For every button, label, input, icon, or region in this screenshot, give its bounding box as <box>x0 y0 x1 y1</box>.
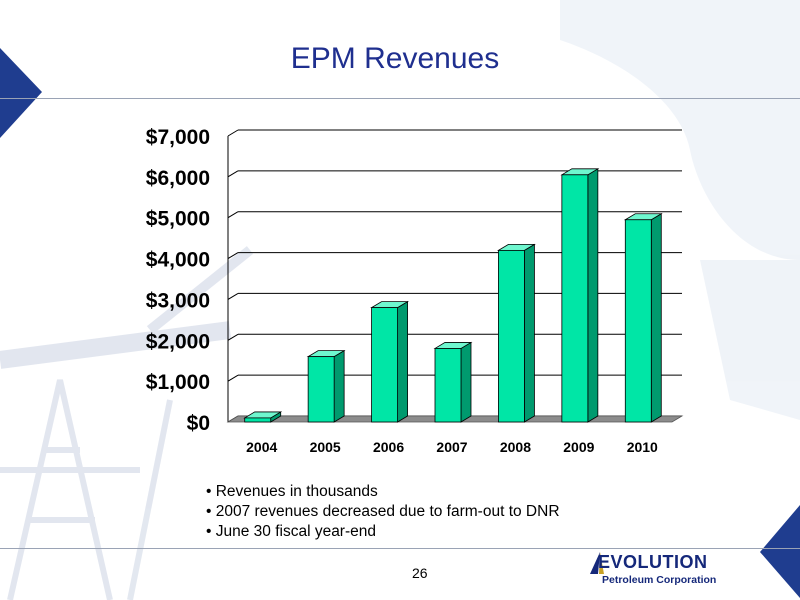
company-logo: EVOLUTION Petroleum Corporation <box>586 550 736 594</box>
note-item: • June 30 fiscal year-end <box>206 523 376 540</box>
x-tick-label: 2010 <box>627 439 658 455</box>
bar <box>434 348 462 423</box>
title-divider <box>0 98 800 99</box>
x-tick-label: 2004 <box>246 439 277 455</box>
logo-mark-icon <box>590 552 604 574</box>
gridline-side <box>227 374 239 382</box>
x-tick-label: 2007 <box>436 439 467 455</box>
gridline-side <box>227 333 239 341</box>
bar-side <box>587 168 599 423</box>
revenue-bar-chart: $0 $1,000 $2,000 $3,000 $4,000 $5,000 $6,000 $7… <box>146 126 684 455</box>
page-number: 26 <box>412 565 428 581</box>
note-item: • Revenues in thousands <box>206 483 378 500</box>
bar <box>624 219 652 423</box>
corner-triangle-right <box>760 505 800 598</box>
gridline-side <box>227 170 239 178</box>
pipe-watermark <box>560 0 800 420</box>
y-tick-label: $3,000 <box>146 289 210 312</box>
pumpjack-watermark <box>0 246 254 600</box>
bar-side <box>524 243 535 423</box>
bar <box>498 249 525 423</box>
x-tick-label: 2009 <box>563 439 594 455</box>
bar-side <box>333 349 345 423</box>
bar <box>561 174 589 423</box>
gridline-side <box>227 129 239 137</box>
bar-side <box>650 213 662 423</box>
y-tick-label: $4,000 <box>146 249 210 272</box>
bar <box>244 417 272 423</box>
bar <box>307 356 335 423</box>
notes-list: • Revenues in thousands • 2007 revenues … <box>206 482 560 542</box>
gridline-side <box>227 252 239 260</box>
corner-triangle-left <box>0 48 42 138</box>
note-item: • 2007 revenues decreased due to farm-ou… <box>206 503 560 520</box>
logo-subtitle: Petroleum Corporation <box>602 574 717 586</box>
x-tick-label: 2008 <box>500 439 531 455</box>
bar-side <box>460 341 472 423</box>
gridline-side <box>227 211 239 219</box>
y-tick-label: $6,000 <box>146 167 210 190</box>
y-tick-label: $0 <box>187 412 210 435</box>
logo-wordmark: EVOLUTION <box>598 552 708 572</box>
x-tick-label: 2006 <box>373 439 404 455</box>
y-tick-label: $1,000 <box>146 371 210 394</box>
slide-title: EPM Revenues <box>290 42 500 75</box>
footer-divider <box>0 548 800 549</box>
y-tick-label: $2,000 <box>146 330 210 353</box>
bar-side <box>397 300 408 423</box>
bar <box>371 307 398 423</box>
x-tick-label: 2005 <box>310 439 341 455</box>
y-tick-label: $7,000 <box>146 126 210 149</box>
y-tick-label: $5,000 <box>146 208 210 231</box>
gridline-side <box>227 292 239 300</box>
